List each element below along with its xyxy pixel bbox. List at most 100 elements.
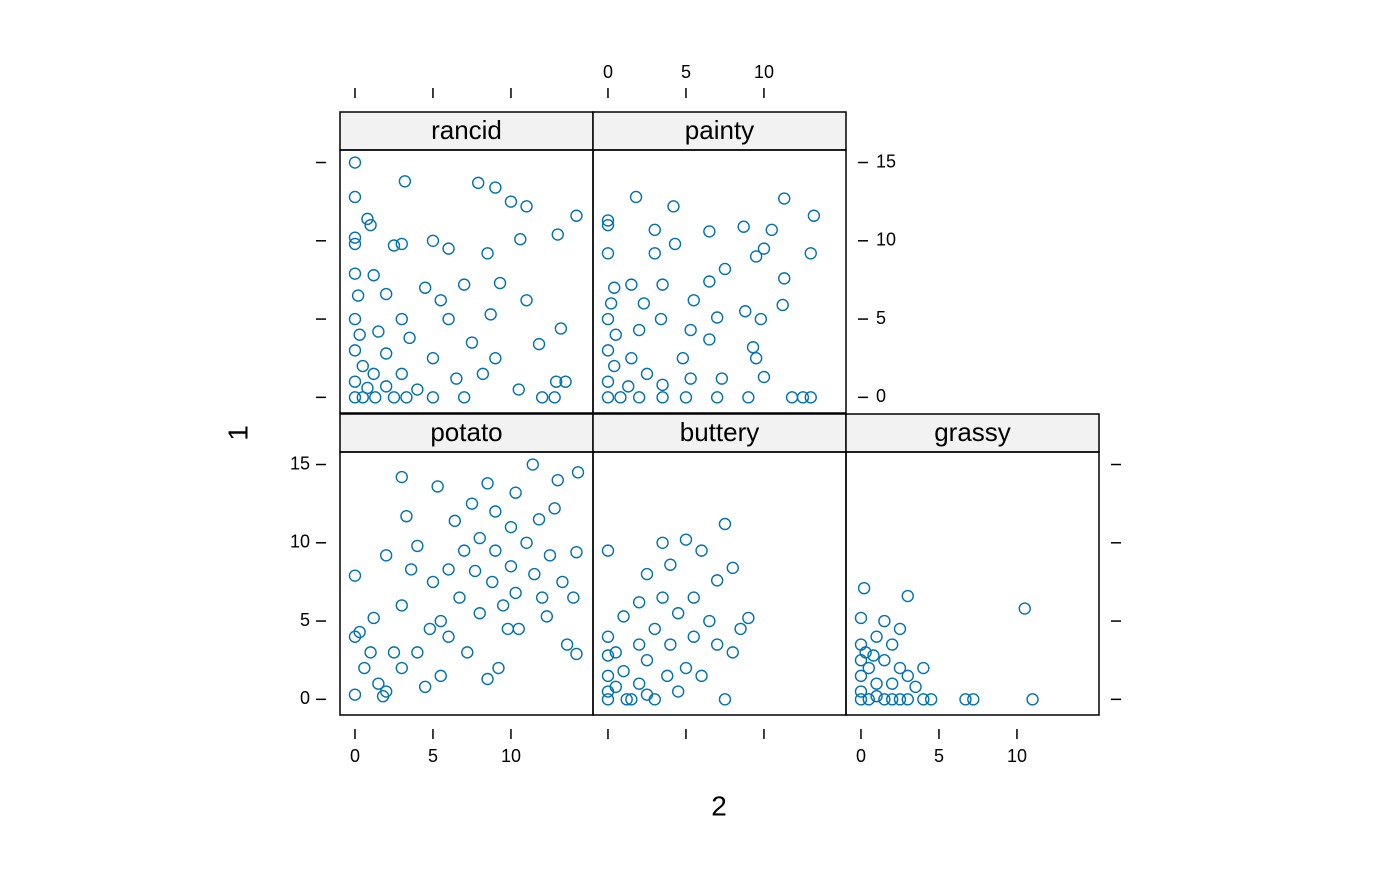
point (376, 690, 390, 703)
panel (339, 149, 594, 414)
point (710, 391, 724, 404)
point (664, 558, 677, 571)
point (387, 646, 401, 659)
point (679, 661, 693, 675)
point (726, 561, 739, 575)
point (854, 685, 868, 698)
point (601, 214, 615, 227)
point (369, 391, 382, 404)
point (468, 564, 482, 578)
point (656, 278, 669, 291)
point (601, 218, 615, 232)
point (348, 237, 362, 251)
point (387, 391, 401, 404)
point (668, 237, 682, 251)
point (726, 646, 739, 659)
point (554, 322, 568, 335)
point (551, 473, 564, 487)
point (654, 312, 668, 326)
point (379, 380, 393, 393)
point (601, 669, 615, 683)
strip-label: rancid (431, 115, 502, 145)
point (749, 250, 763, 263)
point (667, 200, 680, 213)
point (609, 680, 622, 694)
point (560, 638, 574, 651)
point (609, 328, 622, 341)
point (737, 220, 750, 233)
point (601, 344, 615, 357)
point (778, 272, 791, 285)
point (804, 247, 817, 260)
point (854, 693, 868, 706)
point (471, 176, 485, 190)
panel (592, 451, 847, 716)
point (901, 669, 914, 683)
point (687, 294, 700, 307)
point (367, 611, 380, 625)
point (601, 544, 615, 557)
point (778, 192, 791, 205)
point (601, 649, 615, 662)
point (661, 669, 674, 683)
point (353, 625, 366, 639)
point (457, 544, 471, 557)
x-tick-label: 0 (350, 746, 360, 766)
point (418, 281, 432, 294)
panel (845, 451, 1100, 716)
point (867, 649, 880, 662)
point (656, 378, 669, 392)
strip (339, 111, 594, 151)
point (351, 289, 365, 302)
point (571, 466, 585, 479)
point (535, 391, 549, 404)
strip (845, 413, 1100, 453)
point (676, 352, 690, 365)
point (348, 231, 362, 244)
point (959, 693, 972, 706)
point (924, 693, 938, 706)
point (570, 647, 583, 661)
point (353, 328, 366, 341)
point (348, 391, 362, 404)
point (625, 693, 638, 706)
point (715, 372, 729, 385)
point (862, 693, 875, 706)
point (540, 610, 554, 623)
point (395, 470, 408, 484)
point (559, 375, 572, 388)
point (617, 610, 630, 623)
point (739, 305, 752, 318)
point (395, 237, 408, 251)
point (776, 298, 789, 312)
point (608, 359, 621, 373)
point (434, 669, 447, 683)
point (501, 622, 515, 636)
point (504, 520, 518, 534)
point (601, 391, 615, 404)
point (448, 514, 462, 528)
point (526, 458, 539, 471)
point (442, 630, 455, 643)
x-tick-label: 0 (603, 62, 613, 82)
point (548, 502, 561, 515)
point (512, 622, 525, 636)
point (556, 575, 569, 589)
point (364, 646, 377, 659)
point (395, 599, 408, 612)
point (765, 223, 778, 237)
y-axis-title: 1 (222, 425, 253, 441)
point (620, 693, 633, 706)
point (632, 391, 646, 404)
point (570, 545, 583, 559)
point (859, 646, 872, 659)
point (367, 367, 380, 381)
point (622, 380, 635, 393)
y-tick-label: 5 (876, 308, 886, 328)
x-tick-label: 0 (856, 746, 866, 766)
point (901, 693, 914, 706)
point (640, 688, 654, 701)
point (567, 591, 580, 604)
point (465, 497, 479, 510)
point (532, 337, 546, 351)
